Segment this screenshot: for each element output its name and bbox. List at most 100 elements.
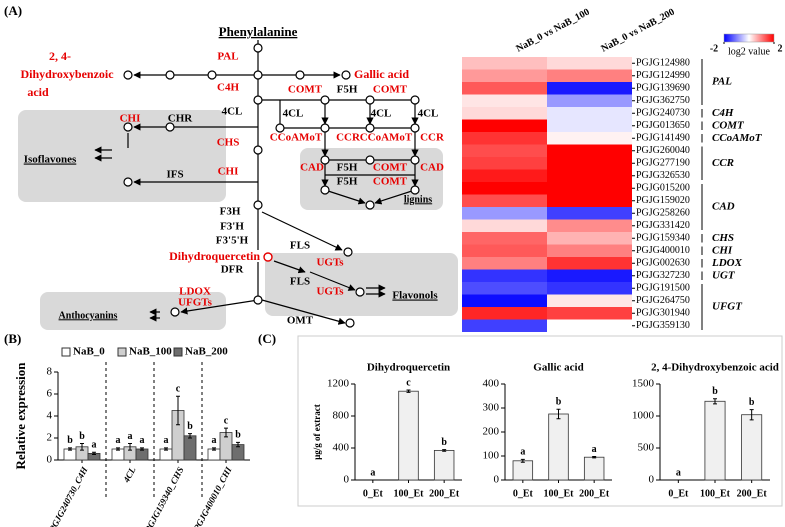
heatmap-cell <box>547 319 632 332</box>
y-tick-label: 8 <box>47 366 53 378</box>
row-label: PGJG240730 <box>636 108 690 119</box>
pathway-node <box>263 252 273 262</box>
group-label: PAL <box>712 76 732 88</box>
row-label: PGJG159020 <box>636 195 690 206</box>
pathway-label: Dihydroxybenzoic <box>20 67 114 81</box>
heatmap-cell <box>547 169 632 182</box>
pathway-node <box>320 123 330 133</box>
significance-letter: b <box>749 397 755 408</box>
legend-label: NaB_100 <box>129 346 172 358</box>
pathway-node <box>320 95 330 105</box>
heatmap-cell <box>547 207 632 220</box>
row-label: PGJG141490 <box>636 133 690 144</box>
group-label: CHS <box>712 232 734 244</box>
legend-swatch <box>173 347 183 357</box>
pathway-label: UGTs <box>316 257 344 269</box>
group-label: UFGT <box>712 301 743 313</box>
y-tick-label: 0 <box>649 474 655 486</box>
pathway-node <box>275 123 285 133</box>
heatmap-cell <box>462 307 547 320</box>
y-axis-title: μg/g of extract <box>312 404 322 460</box>
pathway-label: CHS <box>217 137 240 149</box>
heatmap-cell <box>462 144 547 157</box>
significance-letter: c <box>224 415 229 426</box>
error-bar <box>92 451 96 455</box>
x-tick-label: 4CL <box>121 465 138 485</box>
legend-label: NaB_0 <box>73 346 105 358</box>
pathway-node <box>123 122 133 132</box>
anthocyanins-box <box>40 292 226 330</box>
row-label: PGJG277190 <box>636 158 690 169</box>
bar <box>398 390 419 481</box>
row-label: PGJG013650 <box>636 120 690 131</box>
y-tick-label: 6 <box>47 388 53 400</box>
pathway-label: 4CL <box>371 108 392 120</box>
chart-title: Gallic acid <box>533 362 583 374</box>
heatmap-cell <box>462 182 547 195</box>
pathway-node <box>365 200 375 210</box>
row-label: PGJG326530 <box>636 170 690 181</box>
error-bar <box>592 455 597 459</box>
x-tick-label: PGJG159340_CHS <box>143 465 186 527</box>
error-bar <box>176 395 180 426</box>
error-bar <box>116 447 120 451</box>
row-label: PGJG258260 <box>636 208 690 219</box>
panel-label: (A) <box>4 3 22 18</box>
heatmap-cell <box>462 294 547 307</box>
significance-letter: b <box>67 435 73 446</box>
heatmap-cell <box>462 57 547 70</box>
y-tick-label: 0 <box>494 474 500 486</box>
significance-letter: b <box>556 396 562 407</box>
pathway-label: COMT <box>373 162 408 174</box>
heatmap-cell <box>462 269 547 282</box>
row-label: PGJG400010 <box>636 245 690 256</box>
heatmap-cell <box>547 57 632 70</box>
pathway-label: F3H <box>220 206 241 218</box>
significance-letter: c <box>176 383 181 394</box>
pathway-node <box>343 247 353 257</box>
error-bar <box>212 447 216 451</box>
pathway-line <box>261 211 343 251</box>
pathway-label: CCR <box>420 132 445 144</box>
heatmap-cell <box>547 244 632 257</box>
heatmap-cell <box>547 269 632 282</box>
heatmap-cell <box>547 69 632 82</box>
group-label: C4H <box>712 107 734 119</box>
pathway-label: Dihydroquercetin <box>169 249 260 263</box>
significance-letter: b <box>187 421 193 432</box>
row-label: PGJG002630 <box>636 258 690 269</box>
pathway-node <box>295 70 305 80</box>
pathway-label: C4H <box>217 82 239 94</box>
heatmap-cell <box>462 282 547 295</box>
heatmap-cell <box>462 257 547 270</box>
y-tick-label: 100 <box>483 450 500 462</box>
pathway-label: 4CL <box>222 106 243 118</box>
x-tick-label: 100_Et <box>700 488 731 499</box>
pathway-node <box>123 70 133 80</box>
heatmap-cell <box>547 144 632 157</box>
error-bar <box>556 408 561 420</box>
heatmap-cell <box>462 219 547 232</box>
significance-letter: a <box>212 435 217 446</box>
bar <box>548 413 569 481</box>
colorbar-tick-label: 2 <box>778 43 783 54</box>
column-label: NaB_0 vs NaB_200 <box>599 7 676 55</box>
chart-title: Dihydroquercetin <box>367 362 450 374</box>
y-tick-label: 800 <box>333 410 350 422</box>
y-tick-label: 1200 <box>327 378 350 390</box>
colorbar-label: log2 value <box>728 46 770 57</box>
bar <box>583 456 605 481</box>
pathway-label: Isoflavones <box>24 154 77 166</box>
y-tick-label: 400 <box>483 378 500 390</box>
significance-letter: b <box>712 386 718 397</box>
y-tick-label: 0 <box>344 474 350 486</box>
x-tick-label: 0_Et <box>363 488 384 499</box>
pathway-node <box>410 185 420 195</box>
pathway-label: FLS <box>290 276 310 288</box>
heatmap-cell <box>547 119 632 132</box>
error-bar <box>224 427 228 438</box>
pathway-node <box>253 200 263 210</box>
x-tick-label: PGJG240730_C4H <box>47 464 90 527</box>
heatmap-cell <box>547 182 632 195</box>
heatmap-cell <box>462 319 547 332</box>
